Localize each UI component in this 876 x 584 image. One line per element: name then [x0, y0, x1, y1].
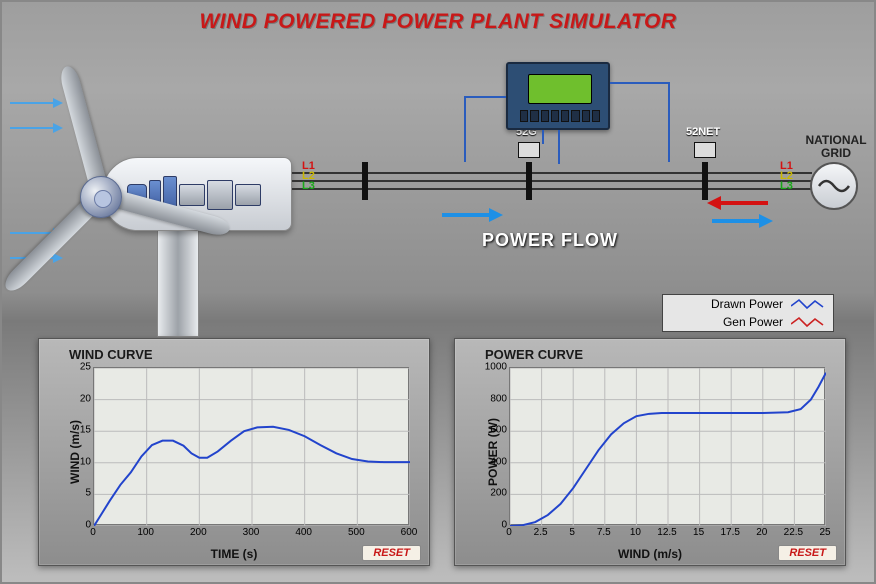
power-chart-reset-button[interactable]: RESET: [778, 545, 837, 561]
national-grid-icon: [810, 162, 858, 210]
controller-panel[interactable]: [506, 62, 610, 130]
turbine-hub-icon: [80, 176, 122, 218]
controller-screen-icon: [528, 74, 592, 104]
power-chart-xticks: 02.557.51012.51517.52022.525: [509, 527, 825, 541]
power-flow-blue-arrow-left-icon: [442, 210, 498, 220]
power-flow-blue-arrow-right-icon: [712, 216, 768, 226]
wind-chart-panel: WIND CURVE WIND (m/s) 0510152025 0100200…: [38, 338, 430, 566]
power-chart-title: POWER CURVE: [485, 347, 583, 362]
power-chart-plot: [509, 367, 825, 525]
breaker-52net-icon[interactable]: [694, 142, 716, 158]
app-title: WIND POWERED POWER PLANT SIMULATOR: [2, 2, 874, 34]
wind-chart-xticks: 0100200300400500600: [93, 527, 409, 541]
legend-drawn-power: Drawn Power: [663, 295, 833, 313]
power-chart-panel: POWER CURVE POWER (W) 02004006008001000 …: [454, 338, 846, 566]
wind-chart-reset-button[interactable]: RESET: [362, 545, 421, 561]
wind-chart-yticks: 0510152025: [73, 367, 91, 525]
line-l3-right-label: L3: [780, 180, 793, 192]
wind-turbine: [2, 42, 322, 332]
legend-drawn-power-label: Drawn Power: [711, 297, 783, 311]
breaker-52net-label: 52NET: [686, 126, 720, 138]
wind-chart-title: WIND CURVE: [69, 347, 153, 362]
breaker-52g-icon[interactable]: [518, 142, 540, 158]
national-grid-label: NATIONALGRID: [800, 134, 872, 160]
legend-box: Drawn Power Gen Power: [662, 294, 834, 332]
power-flow-red-arrow-icon: [712, 198, 768, 208]
simulator-frame: WIND POWERED POWER PLANT SIMULATOR: [0, 0, 876, 584]
power-chart-yticks: 02004006008001000: [489, 367, 507, 525]
legend-gen-power-label: Gen Power: [723, 315, 783, 329]
power-flow-label: POWER FLOW: [482, 230, 618, 251]
legend-gen-power: Gen Power: [663, 313, 833, 331]
wind-chart-plot: [93, 367, 409, 525]
power-flow-diagram: L1 L2 L3 L1 L2 L3 52G 52NET: [2, 42, 876, 332]
line-l3-left-label: L3: [302, 180, 315, 192]
